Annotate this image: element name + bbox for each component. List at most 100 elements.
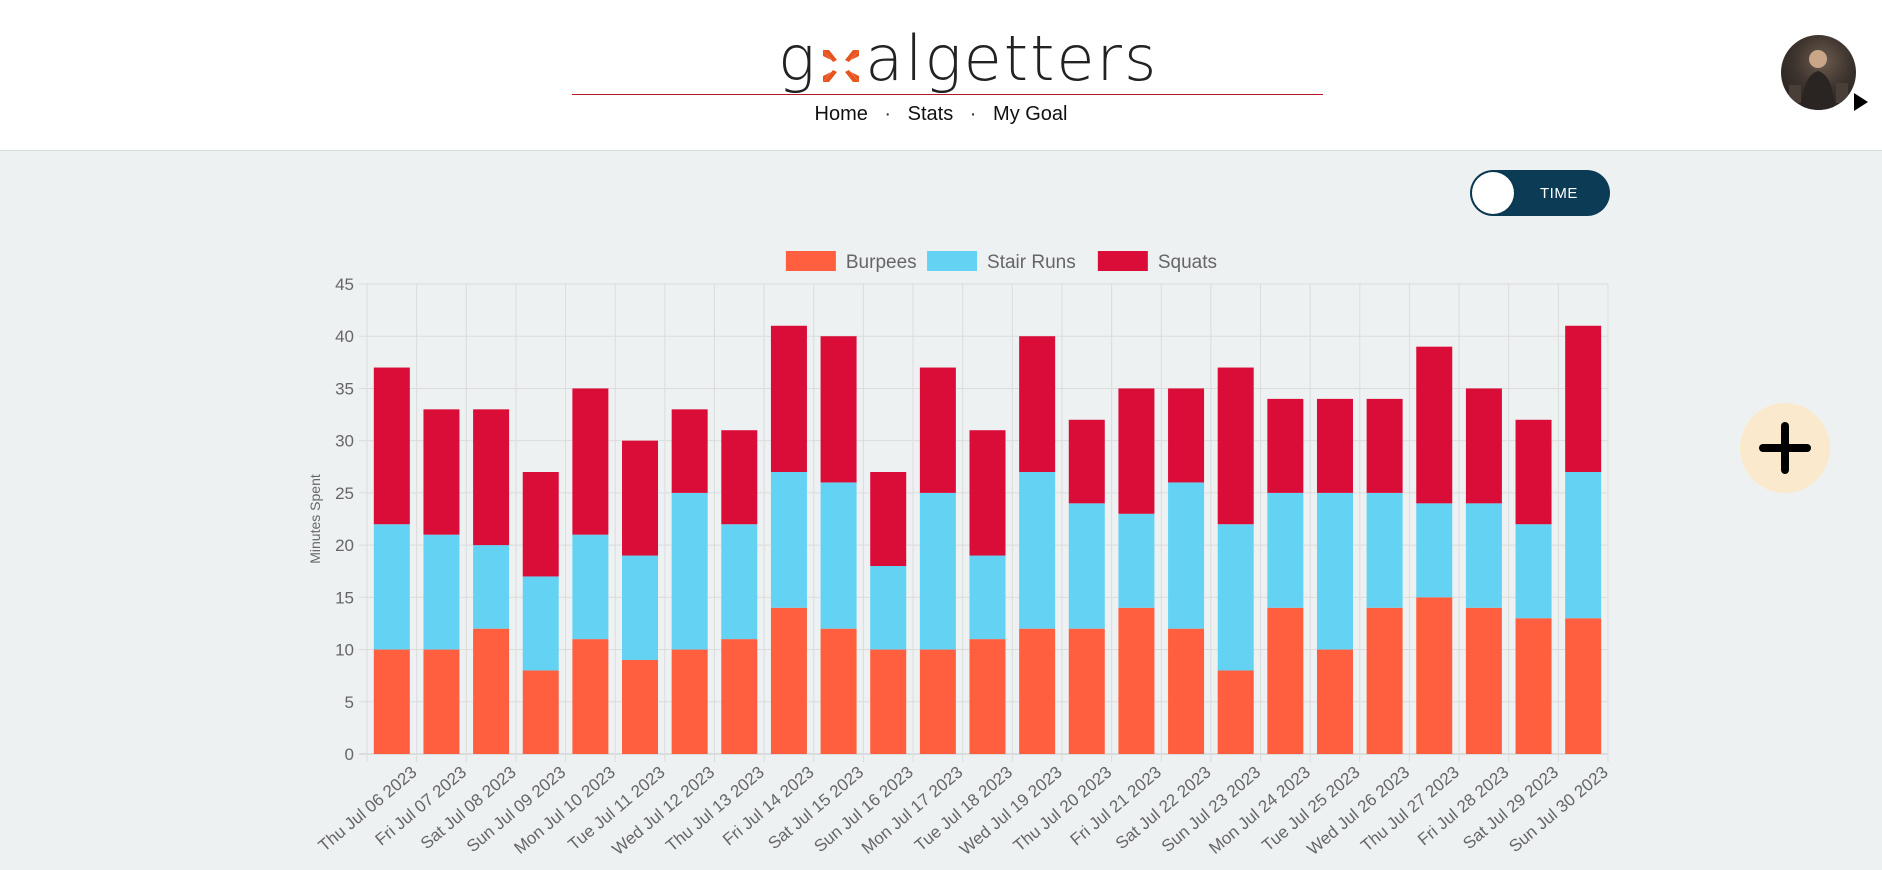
bar-segment-burpees	[1068, 628, 1105, 754]
add-entry-button[interactable]	[1740, 403, 1830, 493]
bar-segment-burpees	[1366, 607, 1403, 754]
legend-swatch	[1097, 251, 1148, 271]
bar-segment-squats	[1267, 398, 1304, 493]
bar-segment-squats	[572, 388, 609, 535]
y-axis-label: Minutes Spent	[307, 474, 323, 564]
bar-segment-burpees	[373, 649, 410, 754]
bar-segment-stair-runs	[870, 566, 907, 650]
nav-home[interactable]: Home	[814, 103, 868, 125]
bar-segment-stair-runs	[522, 576, 559, 671]
logo-text-suffix: algetters	[865, 22, 1159, 95]
nav-stats[interactable]: Stats	[907, 103, 954, 125]
nav-separator: ·	[969, 103, 977, 125]
bar-segment-burpees	[770, 607, 807, 754]
bar-segment-burpees	[1267, 607, 1304, 754]
bar-segment-stair-runs	[1416, 503, 1453, 598]
bar-segment-squats	[1168, 388, 1205, 483]
y-tick-label: 10	[335, 641, 354, 660]
bar-segment-squats	[622, 440, 659, 556]
legend-label: Stair Runs	[987, 252, 1076, 273]
bar-segment-squats	[1068, 419, 1105, 504]
bar-segment-squats	[1118, 388, 1155, 514]
y-tick-label: 25	[335, 484, 354, 503]
legend-swatch	[927, 251, 978, 271]
bar-segment-burpees	[423, 649, 460, 754]
bar-segment-stair-runs	[919, 492, 956, 650]
bar-segment-stair-runs	[373, 524, 410, 650]
bar-segment-stair-runs	[1267, 492, 1304, 608]
bar-segment-burpees	[1118, 607, 1155, 754]
bar-segment-squats	[1515, 419, 1552, 525]
bar-segment-squats	[870, 472, 907, 566]
bar-segment-squats	[919, 367, 956, 493]
caret-right-icon[interactable]	[1854, 93, 1868, 111]
bar-segment-burpees	[572, 639, 609, 754]
y-tick-label: 0	[345, 745, 354, 764]
legend-swatch	[785, 251, 836, 271]
nav-my-goal[interactable]: My Goal	[993, 103, 1068, 125]
bar-segment-squats	[671, 409, 708, 493]
y-tick-label: 5	[345, 693, 354, 712]
y-tick-label: 45	[335, 275, 354, 294]
bar-segment-burpees	[671, 649, 708, 754]
user-avatar[interactable]	[1781, 35, 1856, 110]
bar-segment-squats	[473, 409, 510, 546]
bar-segment-squats	[1366, 398, 1403, 493]
bar-segment-squats	[820, 336, 857, 483]
bar-segment-burpees	[919, 649, 956, 754]
bar-segment-stair-runs	[1068, 503, 1105, 629]
bar-segment-burpees	[1416, 597, 1453, 754]
bar-segment-stair-runs	[969, 555, 1006, 640]
bar-segment-stair-runs	[1019, 472, 1056, 629]
toggle-knob	[1472, 172, 1514, 214]
bar-segment-squats	[1019, 336, 1056, 472]
bar-segment-stair-runs	[1168, 482, 1205, 629]
bar-segment-stair-runs	[1316, 492, 1353, 650]
plus-icon	[1759, 422, 1811, 474]
bar-segment-stair-runs	[770, 472, 807, 608]
bar-segment-stair-runs	[820, 482, 857, 629]
bar-segment-squats	[423, 409, 460, 535]
y-tick-label: 15	[335, 588, 354, 607]
bar-segment-burpees	[969, 639, 1006, 754]
toggle-label: TIME	[1540, 185, 1578, 202]
bar-segment-burpees	[1515, 618, 1552, 754]
legend-label: Burpees	[846, 252, 917, 273]
time-toggle[interactable]: TIME	[1470, 170, 1610, 216]
bar-segment-stair-runs	[1366, 492, 1403, 608]
bar-segment-stair-runs	[423, 534, 460, 650]
bar-segment-squats	[721, 430, 758, 525]
bar-segment-stair-runs	[622, 555, 659, 660]
bar-segment-squats	[522, 472, 559, 577]
bar-segment-squats	[1217, 367, 1254, 525]
bar-segment-stair-runs	[671, 492, 708, 650]
bar-segment-squats	[1316, 398, 1353, 493]
bar-segment-burpees	[820, 628, 857, 754]
y-tick-label: 30	[335, 432, 354, 451]
bar-segment-squats	[373, 367, 410, 525]
bar-segment-burpees	[1019, 628, 1056, 754]
logo-text-prefix: g	[778, 22, 818, 95]
y-tick-label: 35	[335, 379, 354, 398]
bar-segment-burpees	[870, 649, 907, 754]
bar-segment-stair-runs	[1118, 513, 1155, 608]
bar-segment-burpees	[1316, 649, 1353, 754]
bar-segment-stair-runs	[721, 524, 758, 640]
bar-segment-squats	[1416, 346, 1453, 504]
bar-segment-stair-runs	[1217, 524, 1254, 671]
bar-segment-burpees	[1168, 628, 1205, 754]
bar-segment-stair-runs	[572, 534, 609, 640]
bar-segment-burpees	[1217, 670, 1254, 754]
bar-segment-squats	[770, 325, 807, 472]
bar-segment-squats	[969, 430, 1006, 556]
bar-segment-burpees	[622, 660, 659, 754]
app-logo[interactable]: g algetters	[778, 18, 1158, 90]
bar-segment-stair-runs	[1565, 472, 1602, 619]
bar-segment-burpees	[473, 628, 510, 754]
y-tick-label: 40	[335, 327, 354, 346]
bar-segment-burpees	[522, 670, 559, 754]
header-divider	[572, 94, 1323, 95]
arrows-inward-icon	[821, 46, 861, 86]
bar-segment-burpees	[1565, 618, 1602, 754]
